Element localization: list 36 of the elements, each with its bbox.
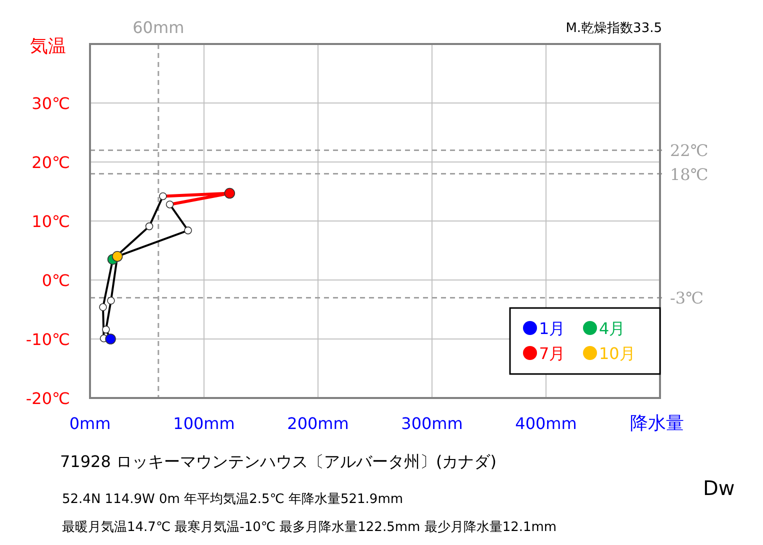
x-axis-title: 降水量 [630, 413, 684, 434]
legend-label: 10月 [599, 344, 636, 363]
ref-line-label: 22℃ [670, 141, 708, 160]
point [145, 222, 154, 230]
x-tick-label: 100mm [173, 414, 235, 433]
text: 最暖月気温14.7℃ 最寒月気温-10℃ 最多月降水量122.5mm 最少月降水量12.1mm [62, 519, 557, 535]
point [102, 326, 110, 334]
x-tick-label: 300mm [401, 414, 463, 433]
y-tick-label: 30℃ [32, 94, 70, 113]
point [99, 303, 107, 312]
point [184, 226, 192, 234]
legend-label: 7月 [539, 344, 566, 363]
point [224, 188, 236, 199]
point [105, 334, 116, 344]
text: 52.4N 114.9W 0m 年平均気温2.5℃ 年降水量521.9mm [62, 492, 404, 507]
x-tick-label: 400mm [515, 414, 577, 433]
ref-line-label: -3℃ [670, 288, 704, 308]
point [107, 296, 115, 305]
y-axis-title: 気温 [30, 36, 66, 57]
y-tick-label: 10℃ [32, 212, 70, 231]
y-tick-label: 0℃ [42, 271, 70, 290]
y-tick-label: -10℃ [26, 330, 70, 349]
y-tick-label: 20℃ [32, 153, 70, 172]
ref-line-label: 18℃ [670, 164, 708, 184]
text: M.乾燥指数33.5 [566, 21, 662, 36]
text: Dw [703, 476, 735, 500]
legend-label: 4月 [599, 319, 626, 338]
text: 71928 ロッキーマウンテンハウス〔アルバータ州〕(カナダ) [60, 452, 496, 471]
legend-label: 1月 [539, 319, 566, 338]
point [166, 200, 174, 208]
point [159, 192, 167, 200]
y-tick-label: -20℃ [26, 389, 70, 408]
point [112, 251, 123, 262]
x-tick-label: 0mm [69, 414, 111, 433]
ref-line-label: 60mm [132, 18, 184, 37]
x-tick-label: 200mm [287, 414, 349, 433]
